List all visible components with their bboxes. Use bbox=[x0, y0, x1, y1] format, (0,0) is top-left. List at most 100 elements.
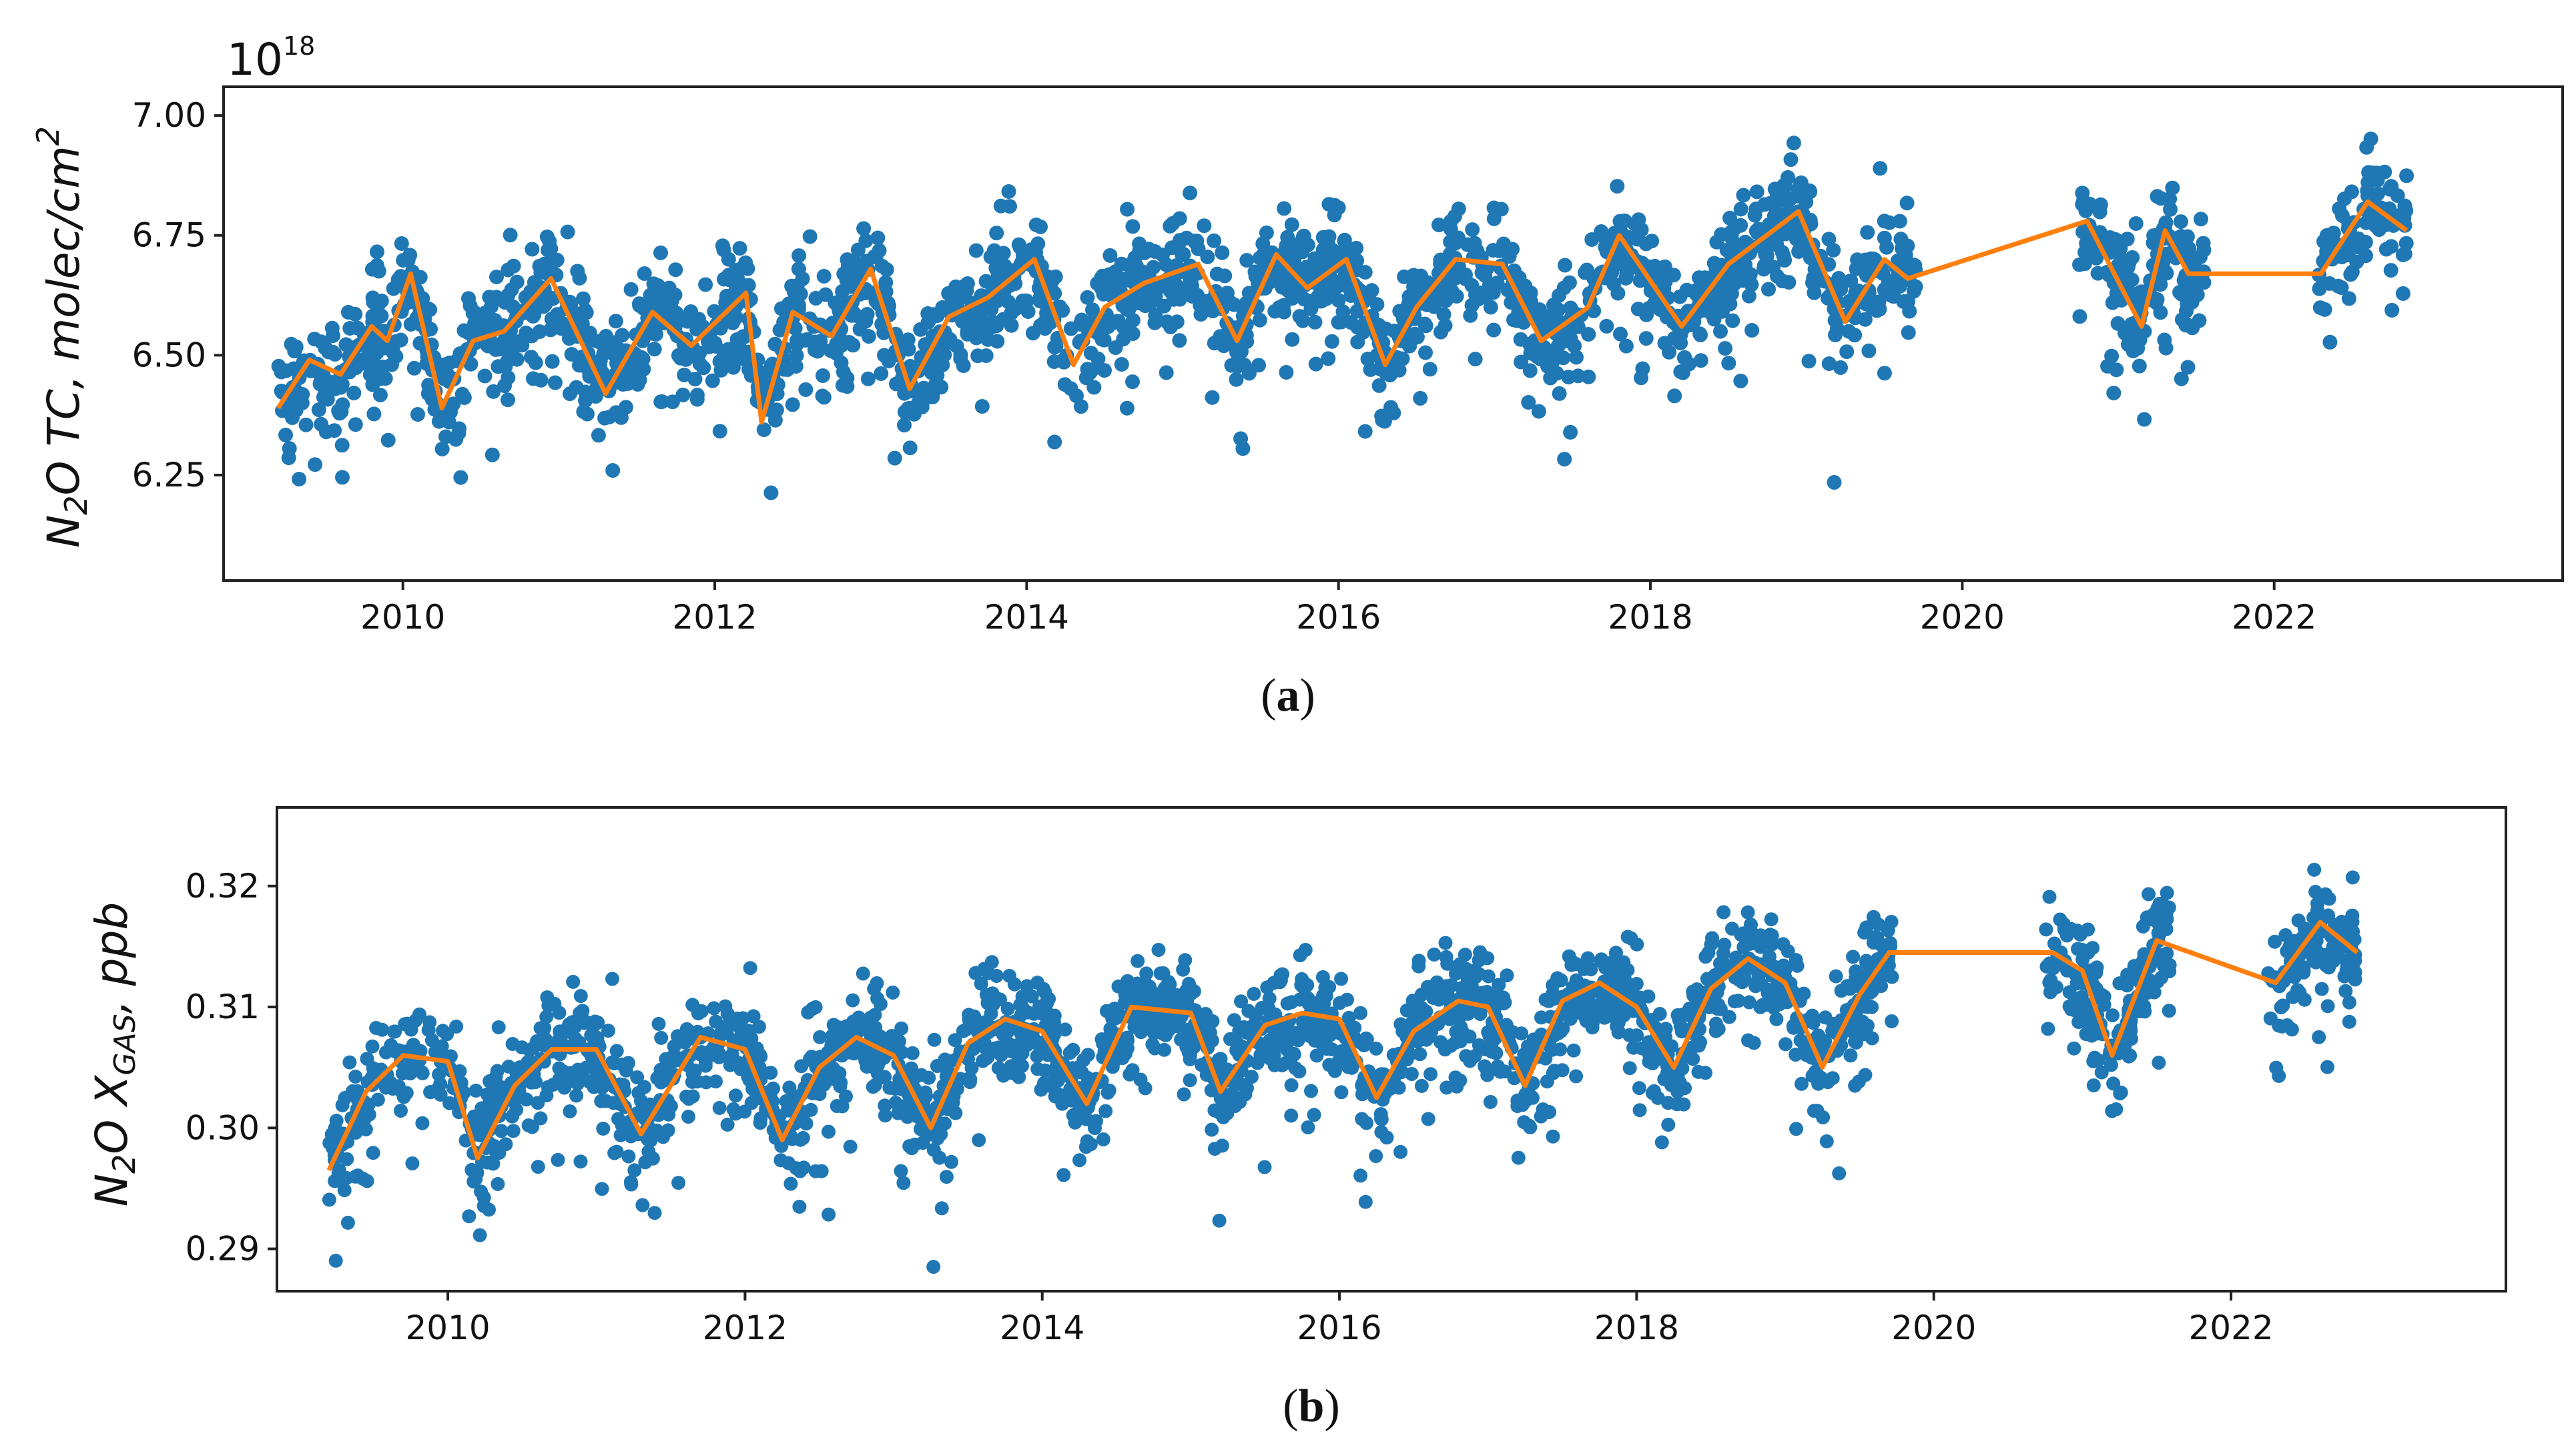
data-point bbox=[1360, 351, 1375, 366]
data-point bbox=[721, 252, 736, 267]
data-point bbox=[2042, 889, 2057, 904]
data-point bbox=[1807, 285, 1822, 300]
data-point bbox=[996, 1068, 1011, 1083]
data-point bbox=[709, 1014, 723, 1029]
data-point bbox=[1339, 241, 1355, 256]
data-point bbox=[1614, 215, 1630, 230]
data-point bbox=[2184, 294, 2200, 310]
data-point bbox=[2142, 887, 2156, 901]
data-point bbox=[1176, 962, 1191, 977]
data-point bbox=[2039, 922, 2053, 937]
data-point bbox=[501, 1059, 516, 1074]
data-point bbox=[369, 309, 384, 324]
data-point bbox=[1857, 1000, 1871, 1014]
data-point bbox=[870, 230, 886, 246]
data-point bbox=[328, 1253, 343, 1268]
data-point bbox=[1108, 340, 1123, 355]
data-point bbox=[1234, 994, 1249, 1009]
data-point bbox=[1062, 1046, 1077, 1060]
data-point bbox=[1764, 995, 1779, 1010]
data-point bbox=[375, 1022, 390, 1037]
data-point bbox=[420, 301, 436, 316]
data-point bbox=[1321, 351, 1336, 366]
data-point bbox=[1810, 1104, 1825, 1118]
data-point bbox=[1015, 293, 1030, 308]
data-point bbox=[1858, 1068, 1873, 1082]
data-point bbox=[743, 961, 757, 976]
data-point bbox=[992, 992, 1007, 1007]
data-point bbox=[557, 1080, 572, 1095]
data-point bbox=[1906, 258, 1921, 272]
data-point bbox=[1645, 1086, 1660, 1100]
data-point bbox=[1197, 218, 1212, 234]
data-point bbox=[630, 1070, 645, 1084]
data-point bbox=[2081, 946, 2096, 960]
data-point bbox=[996, 312, 1011, 327]
data-point bbox=[934, 1201, 949, 1216]
data-point bbox=[298, 417, 314, 432]
data-point bbox=[1307, 314, 1323, 330]
data-point bbox=[2345, 870, 2360, 885]
data-point bbox=[613, 410, 629, 425]
data-point bbox=[1148, 308, 1163, 323]
data-point bbox=[2073, 928, 2087, 942]
data-point bbox=[478, 305, 493, 320]
data-point bbox=[1632, 1081, 1646, 1096]
data-point bbox=[342, 1055, 357, 1070]
panel-a-plot-frame bbox=[222, 85, 2564, 582]
data-point bbox=[1131, 954, 1145, 968]
data-point bbox=[1119, 400, 1135, 416]
data-point bbox=[1580, 951, 1595, 966]
data-point bbox=[792, 1199, 807, 1214]
data-point bbox=[712, 1100, 727, 1115]
data-point bbox=[816, 368, 830, 383]
data-point bbox=[1414, 1000, 1429, 1015]
data-point bbox=[295, 387, 310, 402]
data-point bbox=[1237, 1020, 1251, 1034]
data-point bbox=[335, 470, 350, 485]
data-point bbox=[1569, 1069, 1584, 1084]
data-point bbox=[980, 332, 996, 347]
data-point bbox=[773, 1153, 788, 1168]
data-point bbox=[511, 334, 526, 349]
data-point bbox=[1374, 408, 1389, 424]
data-point bbox=[576, 404, 591, 419]
data-point bbox=[1717, 938, 1732, 952]
data-point bbox=[685, 1066, 700, 1081]
data-point bbox=[1357, 1038, 1371, 1053]
data-point bbox=[1569, 350, 1584, 365]
data-point bbox=[1459, 1049, 1474, 1064]
data-point bbox=[1433, 324, 1448, 340]
data-point bbox=[1496, 996, 1511, 1011]
data-point bbox=[962, 1075, 977, 1090]
data-point bbox=[1744, 323, 1760, 338]
data-point bbox=[400, 252, 416, 268]
data-point bbox=[986, 243, 1002, 258]
data-point bbox=[1209, 266, 1225, 282]
data-point bbox=[1015, 248, 1030, 263]
trend-line bbox=[276, 199, 2408, 425]
data-point bbox=[896, 1176, 911, 1190]
data-point bbox=[1395, 351, 1410, 366]
data-point bbox=[1826, 242, 1841, 258]
data-point bbox=[2159, 266, 2174, 281]
data-point bbox=[1468, 352, 1483, 367]
panel-b: 2010 2012 2014 2016 2018 2020 2022 0.290.300.3… bbox=[86, 806, 2507, 1432]
data-point bbox=[2395, 286, 2410, 301]
data-point bbox=[1199, 1007, 1213, 1021]
data-point bbox=[1566, 1043, 1581, 1058]
data-point bbox=[1399, 1003, 1414, 1018]
data-point bbox=[292, 472, 307, 486]
data-point bbox=[2102, 230, 2118, 245]
x-tick-label: 2012 bbox=[703, 1309, 787, 1347]
data-point bbox=[2180, 360, 2196, 375]
data-point bbox=[1897, 244, 1913, 260]
data-point bbox=[1213, 1052, 1228, 1066]
data-point bbox=[1404, 1067, 1419, 1081]
data-point bbox=[692, 356, 707, 372]
data-point bbox=[1094, 280, 1108, 296]
data-point bbox=[434, 441, 450, 456]
data-point bbox=[308, 457, 323, 472]
data-point bbox=[1334, 972, 1349, 986]
data-point bbox=[1768, 194, 1783, 209]
